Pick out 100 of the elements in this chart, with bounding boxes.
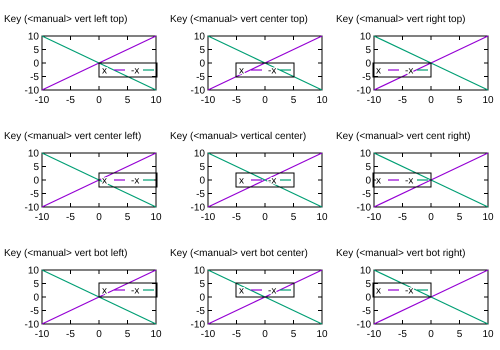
x-tick-label: 5 — [456, 329, 463, 340]
y-tick-label: 10 — [28, 32, 40, 42]
chart-title: Key (<manual> vert cent right) — [336, 131, 471, 142]
y-tick-label: -10 — [356, 202, 372, 214]
x-tick-label: 0 — [96, 95, 102, 106]
x-tick-label: 10 — [316, 329, 328, 340]
x-tick-label: -5 — [398, 212, 408, 223]
y-tick-label: 5 — [199, 279, 206, 290]
y-tick-label: 0 — [199, 58, 206, 70]
y-tick-label: 10 — [194, 148, 206, 160]
y-tick-label: -10 — [24, 320, 40, 330]
y-tick-label: -10 — [24, 202, 40, 214]
x-tick-label: 10 — [316, 95, 328, 106]
y-tick-label: 5 — [365, 162, 372, 173]
y-tick-label: 0 — [199, 292, 206, 304]
legend-label: x — [102, 286, 107, 296]
x-tick-label: 0 — [428, 95, 434, 106]
chart-title: Key (<manual> vert right top) — [336, 14, 466, 25]
x-tick-label: 10 — [150, 329, 162, 340]
chart-title: Key (<manual> vert center left) — [4, 131, 142, 142]
y-tick-label: -5 — [196, 189, 206, 200]
x-tick-label: 10 — [482, 95, 494, 106]
legend-label: x — [239, 66, 244, 76]
y-tick-label: -10 — [190, 320, 206, 330]
x-tick-label: 5 — [456, 212, 463, 223]
y-tick-label: -5 — [30, 306, 40, 317]
y-tick-label: -5 — [30, 72, 40, 83]
x-tick-label: 10 — [482, 329, 494, 340]
y-tick-label: -10 — [190, 202, 206, 214]
y-tick-label: 0 — [365, 58, 372, 70]
legend-label: x — [102, 66, 107, 76]
y-tick-label: 0 — [365, 176, 372, 186]
y-tick-label: -10 — [356, 320, 372, 330]
legend-label: -x — [131, 286, 140, 296]
x-tick-label: -5 — [232, 329, 242, 340]
x-tick-label: -5 — [398, 95, 408, 106]
x-tick-label: 10 — [150, 95, 162, 106]
chart-title: Key (<manual> vert center top) — [170, 14, 308, 25]
chart-title: Key (<manual> vertical center) — [170, 131, 306, 142]
x-tick-label: 5 — [290, 329, 297, 340]
y-tick-label: 10 — [360, 266, 372, 276]
x-tick-label: -5 — [232, 212, 242, 223]
x-tick-label: -5 — [66, 212, 76, 223]
x-tick-label: 5 — [290, 95, 297, 106]
y-tick-label: -5 — [362, 72, 372, 83]
y-tick-label: 10 — [194, 32, 206, 42]
legend-label: x — [239, 176, 244, 186]
legend-label: x — [376, 176, 381, 186]
x-tick-label: 0 — [428, 329, 434, 340]
legend-label: -x — [405, 286, 414, 296]
x-tick-label: 5 — [124, 95, 131, 106]
chart-title: Key (<manual> vert left top) — [4, 14, 128, 25]
x-tick-label: 0 — [96, 329, 102, 340]
legend-label: -x — [268, 66, 276, 76]
legend-label: x — [239, 286, 244, 296]
x-tick-label: -5 — [398, 329, 408, 340]
y-tick-label: -5 — [196, 306, 206, 317]
y-tick-label: 10 — [194, 266, 206, 276]
y-tick-label: 0 — [33, 58, 40, 70]
legend-label: x — [376, 66, 381, 76]
y-tick-label: 5 — [199, 162, 206, 173]
legend-label: -x — [268, 176, 276, 186]
x-tick-label: -5 — [66, 329, 76, 340]
y-tick-label: 0 — [365, 292, 372, 304]
y-tick-label: 5 — [199, 45, 206, 56]
y-tick-label: -10 — [190, 86, 206, 96]
y-tick-label: -10 — [24, 86, 40, 96]
y-tick-label: 5 — [33, 45, 40, 56]
x-tick-label: 10 — [316, 212, 328, 223]
y-tick-label: -5 — [362, 189, 372, 200]
legend-label: -x — [405, 176, 414, 186]
x-tick-label: 5 — [124, 212, 131, 223]
x-tick-label: -5 — [232, 95, 242, 106]
legend-label: -x — [131, 66, 140, 76]
y-tick-label: 10 — [28, 148, 40, 160]
x-tick-label: 0 — [262, 95, 268, 106]
x-tick-label: 0 — [262, 329, 268, 340]
chart-title: Key (<manual> vert bot center) — [170, 248, 308, 259]
chart-title: Key (<manual> vert bot right) — [336, 248, 466, 259]
x-tick-label: 5 — [124, 329, 131, 340]
x-tick-label: 10 — [482, 212, 494, 223]
x-tick-label: 0 — [96, 212, 102, 223]
y-tick-label: 0 — [33, 292, 40, 304]
y-tick-label: 5 — [365, 279, 372, 290]
y-tick-label: -5 — [30, 189, 40, 200]
y-tick-label: 0 — [199, 176, 206, 186]
chart-title: Key (<manual> vert bot left) — [4, 248, 128, 259]
y-tick-label: 5 — [33, 162, 40, 173]
y-tick-label: -5 — [196, 72, 206, 83]
x-tick-label: 0 — [262, 212, 268, 223]
x-tick-label: 10 — [150, 212, 162, 223]
x-tick-label: 5 — [456, 95, 463, 106]
y-tick-label: 10 — [360, 32, 372, 42]
legend-label: -x — [131, 176, 140, 186]
legend-label: x — [376, 286, 381, 296]
y-tick-label: -10 — [356, 86, 372, 96]
y-tick-label: 5 — [33, 279, 40, 290]
x-tick-label: 5 — [290, 212, 297, 223]
y-tick-label: 5 — [365, 45, 372, 56]
x-tick-label: -5 — [66, 95, 76, 106]
